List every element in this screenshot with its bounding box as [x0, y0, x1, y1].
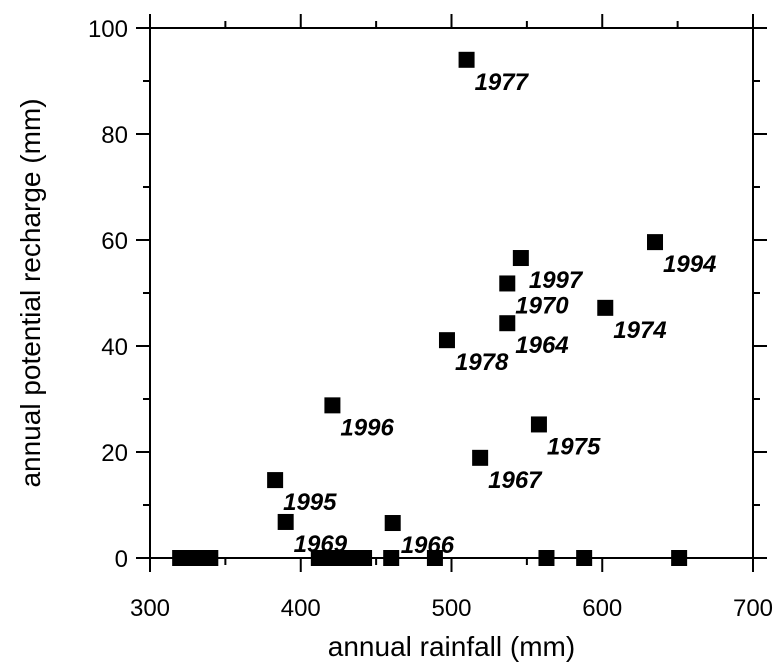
data-point — [356, 550, 373, 566]
x-tick-label: 500 — [431, 595, 471, 622]
data-point — [324, 397, 341, 414]
data-point — [426, 550, 443, 566]
data-point-label: 1997 — [529, 267, 584, 294]
y-tick-label: 60 — [101, 228, 128, 255]
data-point-label: 1969 — [294, 531, 348, 558]
data-point-label: 1967 — [488, 467, 543, 494]
data-point — [671, 550, 688, 566]
data-point-label: 1978 — [455, 349, 509, 376]
data-point-label: 1977 — [475, 69, 530, 96]
data-point — [512, 250, 529, 267]
data-point — [499, 315, 516, 332]
data-point — [576, 550, 593, 566]
data-point — [383, 550, 400, 566]
y-tick-label: 0 — [115, 546, 128, 573]
data-point-label: 1964 — [515, 332, 568, 359]
data-point — [277, 513, 294, 530]
data-point — [499, 275, 516, 292]
data-point — [384, 515, 401, 532]
y-tick-label: 100 — [88, 16, 128, 43]
data-point-label: 1996 — [340, 414, 394, 441]
plot-frame — [149, 27, 754, 559]
y-tick-label: 40 — [101, 334, 128, 361]
data-point-label: 1966 — [401, 532, 455, 559]
x-tick-label: 700 — [733, 595, 773, 622]
data-point — [597, 299, 614, 316]
data-point — [647, 234, 664, 251]
data-point — [472, 449, 489, 466]
y-axis-title: annual potential recharge (mm) — [15, 98, 46, 487]
data-point — [458, 51, 475, 68]
data-point-label: 1994 — [663, 251, 716, 278]
x-tick-label: 300 — [130, 595, 170, 622]
x-tick-label: 600 — [582, 595, 622, 622]
x-axis-title: annual rainfall (mm) — [328, 631, 575, 662]
x-tick-label: 400 — [281, 595, 321, 622]
y-tick-label: 80 — [101, 122, 128, 149]
y-tick-label: 20 — [101, 440, 128, 467]
axis-tick-labels: 300 400 500 600 700 0 20 40 60 80 100 — [88, 16, 773, 622]
data-point-label: 1995 — [283, 489, 337, 516]
data-point — [538, 550, 555, 566]
data-point-label: 1974 — [613, 317, 666, 344]
data-point — [267, 472, 284, 489]
data-point-label: 1970 — [515, 292, 569, 319]
data-points — [172, 51, 688, 566]
data-point — [438, 332, 455, 349]
axis-ticks — [136, 14, 767, 572]
data-point — [530, 416, 547, 433]
data-point-label: 1975 — [547, 433, 601, 460]
data-point — [202, 550, 219, 566]
